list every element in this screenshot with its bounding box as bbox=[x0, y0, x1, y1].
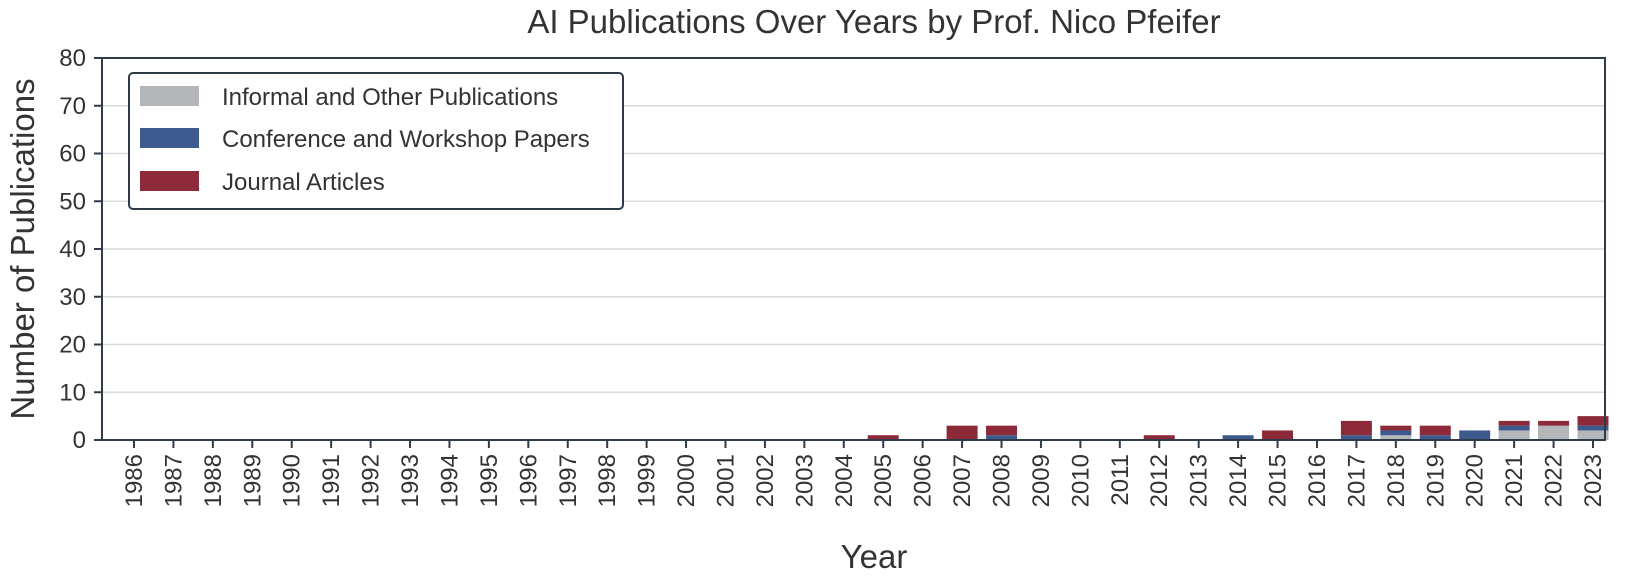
legend-swatch bbox=[140, 128, 199, 148]
y-tick-labels: 0 10 20 30 40 50 60 70 80 bbox=[59, 45, 102, 454]
x-tick-label: 2009 bbox=[1028, 454, 1055, 507]
x-tick-label: 2007 bbox=[949, 454, 976, 507]
x-tick-label: 2010 bbox=[1067, 454, 1094, 507]
bar-segment bbox=[1262, 430, 1294, 440]
x-tick-label: 2000 bbox=[673, 454, 700, 507]
bar-segment bbox=[1380, 435, 1412, 440]
x-tick-label: 2018 bbox=[1383, 454, 1410, 507]
x-tick-label: 2020 bbox=[1462, 454, 1489, 507]
x-tick-label: 2005 bbox=[870, 454, 897, 507]
x-tick-label: 2012 bbox=[1146, 454, 1173, 507]
bar-segment bbox=[1538, 420, 1570, 426]
y-axis-label: Number of Publications bbox=[4, 78, 41, 419]
x-tick-label: 2023 bbox=[1580, 454, 1607, 507]
y-tick-label: 10 bbox=[59, 379, 86, 406]
x-tick-label: 1999 bbox=[634, 454, 661, 507]
legend-label: Informal and Other Publications bbox=[222, 84, 558, 111]
bar-segment bbox=[1577, 416, 1609, 426]
y-tick-label: 20 bbox=[59, 332, 86, 359]
bar-segment bbox=[1498, 420, 1530, 426]
x-tick-label: 1988 bbox=[200, 454, 227, 507]
y-tick-label: 60 bbox=[59, 141, 86, 168]
legend: Informal and Other Publications Conferenc… bbox=[128, 72, 624, 210]
x-tick-label: 1998 bbox=[594, 454, 621, 507]
bar-segment bbox=[1538, 425, 1570, 440]
x-tick-labels: 1986 1987 1988 1989 1990 1991 1992 1993 1994 1995… bbox=[121, 440, 1607, 507]
bar-segment bbox=[1498, 425, 1530, 431]
x-tick-label: 2004 bbox=[831, 454, 858, 507]
y-tick-label: 0 bbox=[73, 427, 86, 454]
bar-segment bbox=[867, 435, 899, 440]
legend-swatch bbox=[140, 171, 199, 191]
bar-segment bbox=[1143, 435, 1175, 440]
x-tick-label: 2021 bbox=[1501, 454, 1528, 507]
x-axis-label: Year bbox=[841, 538, 908, 575]
y-tick-label: 50 bbox=[59, 188, 86, 215]
bars bbox=[867, 416, 1609, 440]
x-tick-label: 1997 bbox=[555, 454, 582, 507]
bar-segment bbox=[1577, 430, 1609, 440]
x-tick-label: 2003 bbox=[791, 454, 818, 507]
y-tick-label: 70 bbox=[59, 93, 86, 120]
plot-frame bbox=[101, 57, 1606, 441]
bar-segment bbox=[1340, 420, 1372, 436]
bar-segment bbox=[1419, 435, 1451, 440]
x-tick-label: 2001 bbox=[712, 454, 739, 507]
bar-segment bbox=[1577, 425, 1609, 431]
x-tick-label: 1994 bbox=[436, 454, 463, 507]
x-tick-label: 2015 bbox=[1265, 454, 1292, 507]
chart-title: AI Publications Over Years by Prof. Nico… bbox=[527, 3, 1220, 40]
x-tick-label: 1995 bbox=[476, 454, 503, 507]
x-tick-label: 2011 bbox=[1107, 454, 1134, 506]
legend-label: Conference and Workshop Papers bbox=[222, 126, 590, 153]
legend-label: Journal Articles bbox=[222, 169, 385, 196]
x-tick-label: 2008 bbox=[989, 454, 1016, 507]
legend-box bbox=[128, 72, 624, 210]
x-tick-label: 1989 bbox=[239, 454, 266, 507]
x-tick-label: 1996 bbox=[515, 454, 542, 507]
x-tick-label: 2022 bbox=[1541, 454, 1568, 507]
x-tick-label: 2014 bbox=[1225, 454, 1252, 507]
x-tick-label: 2013 bbox=[1186, 454, 1213, 507]
x-tick-label: 2019 bbox=[1422, 454, 1449, 507]
y-tick-label: 30 bbox=[59, 284, 86, 311]
bar-segment bbox=[1498, 430, 1530, 440]
bar-segment bbox=[1419, 425, 1451, 436]
x-tick-label: 1992 bbox=[358, 454, 385, 507]
x-tick-label: 2017 bbox=[1343, 454, 1370, 507]
x-tick-label: 2016 bbox=[1304, 454, 1331, 507]
bar-segment bbox=[1380, 430, 1412, 436]
x-tick-label: 1991 bbox=[318, 454, 345, 507]
bar-segment bbox=[1340, 435, 1372, 440]
x-tick-label: 1990 bbox=[279, 454, 306, 507]
y-tick-label: 80 bbox=[59, 45, 86, 72]
bar-segment bbox=[986, 435, 1018, 440]
x-tick-label: 1993 bbox=[397, 454, 424, 507]
bar-segment bbox=[986, 425, 1018, 436]
bar-segment bbox=[1380, 425, 1412, 431]
x-tick-label: 1987 bbox=[160, 454, 187, 507]
bar-segment bbox=[1222, 435, 1254, 440]
bar-segment bbox=[1459, 430, 1491, 440]
y-tick-label: 40 bbox=[59, 236, 86, 263]
x-tick-label: 2002 bbox=[752, 454, 779, 507]
bar-segment bbox=[946, 425, 978, 440]
x-tick-label: 2006 bbox=[910, 454, 937, 507]
legend-swatch bbox=[140, 86, 199, 106]
x-tick-label: 1986 bbox=[121, 454, 148, 507]
